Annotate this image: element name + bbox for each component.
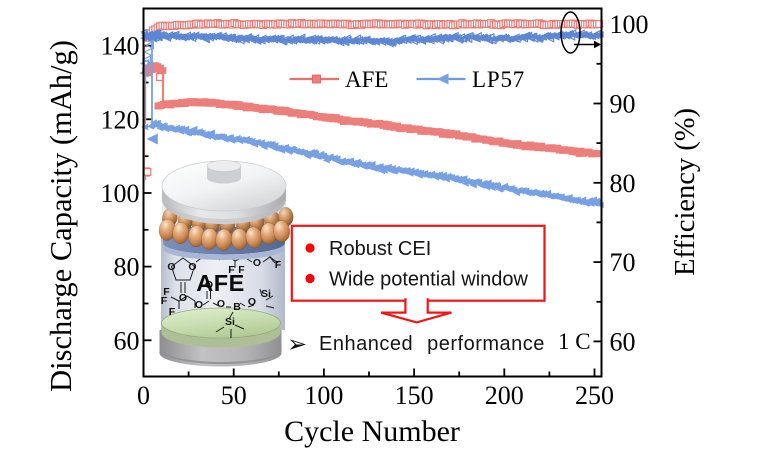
- svg-text:LP57: LP57: [472, 67, 525, 92]
- svg-text:70: 70: [610, 248, 636, 277]
- svg-text:Discharge Capacity (mAh/g): Discharge Capacity (mAh/g): [44, 40, 78, 392]
- svg-text:90: 90: [610, 90, 636, 119]
- svg-text:AFE: AFE: [196, 270, 245, 296]
- svg-text:O: O: [248, 296, 256, 308]
- svg-text:O: O: [205, 279, 213, 291]
- svg-text:150: 150: [395, 381, 434, 410]
- svg-text:F: F: [163, 286, 170, 298]
- svg-text:➢: ➢: [287, 331, 307, 358]
- svg-text:O: O: [167, 261, 175, 273]
- svg-text:B: B: [233, 301, 241, 313]
- svg-text:O: O: [188, 261, 196, 273]
- svg-text:120: 120: [101, 105, 140, 134]
- svg-text:200: 200: [485, 381, 524, 410]
- svg-text:F: F: [169, 306, 176, 318]
- svg-text:1 C: 1 C: [558, 329, 591, 354]
- svg-text:Si: Si: [261, 288, 271, 300]
- svg-text:Si: Si: [225, 316, 235, 328]
- svg-text:60: 60: [114, 326, 140, 355]
- svg-text:100: 100: [101, 179, 140, 208]
- svg-text:F: F: [275, 259, 282, 271]
- svg-text:AFE: AFE: [345, 67, 388, 92]
- svg-text:F: F: [161, 295, 168, 307]
- svg-text:F: F: [238, 264, 245, 276]
- svg-text:O: O: [195, 299, 203, 311]
- svg-text:0: 0: [137, 381, 150, 410]
- svg-text:O: O: [253, 257, 261, 269]
- svg-text:60: 60: [610, 327, 636, 356]
- svg-text:250: 250: [575, 381, 614, 410]
- svg-text:O: O: [217, 298, 225, 310]
- svg-text:Robust CEI: Robust CEI: [329, 238, 431, 260]
- svg-text:Enhanced performance: Enhanced performance: [319, 333, 545, 355]
- svg-text:100: 100: [304, 381, 343, 410]
- svg-text:F: F: [228, 264, 235, 276]
- svg-text:Cycle Number: Cycle Number: [284, 415, 460, 448]
- svg-text:80: 80: [114, 253, 140, 282]
- svg-text:Efficiency (%): Efficiency (%): [670, 108, 701, 276]
- svg-text:O: O: [179, 292, 187, 304]
- svg-text:140: 140: [101, 32, 140, 61]
- svg-text:Wide potential window: Wide potential window: [329, 269, 529, 291]
- svg-text:50: 50: [221, 381, 247, 410]
- svg-text:80: 80: [610, 169, 636, 198]
- svg-text:100: 100: [610, 10, 649, 39]
